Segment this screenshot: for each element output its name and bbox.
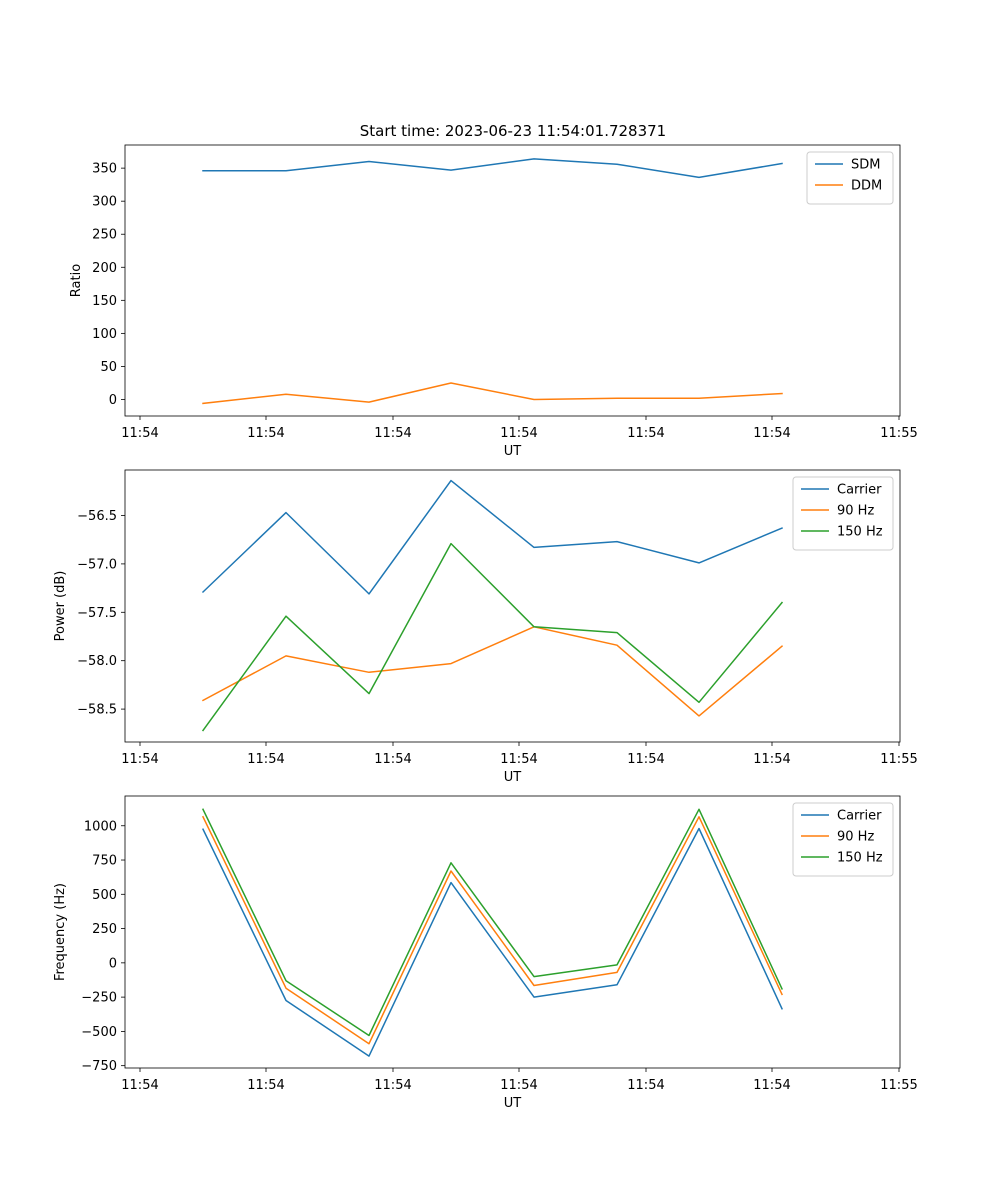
series-line-carrier — [201, 479, 783, 595]
x-tick-label: 11:54 — [753, 426, 790, 441]
x-tick-label: 11:55 — [880, 1078, 917, 1093]
legend-label: 90 Hz — [837, 504, 874, 519]
x-tick-label: 11:54 — [121, 752, 158, 767]
legend-label: 90 Hz — [837, 830, 874, 845]
x-axis-label: UT — [504, 770, 522, 785]
x-tick-label: 11:54 — [627, 752, 664, 767]
series-line-ddm — [202, 382, 783, 405]
series-line-150-hz — [201, 542, 784, 732]
series-line-90-hz — [201, 815, 783, 1045]
y-tick-label: −58.5 — [77, 703, 117, 718]
y-tick-label: 300 — [92, 195, 117, 210]
legend-box — [806, 151, 894, 205]
x-tick-label: 11:54 — [121, 426, 158, 441]
legend-label: SDM — [851, 158, 880, 173]
figure-title: Start time: 2023-06-23 11:54:01.728371 — [360, 122, 666, 140]
y-tick-label: 150 — [92, 294, 117, 309]
x-tick-label: 11:54 — [374, 752, 411, 767]
legend: SDM DDM — [806, 151, 894, 205]
legend-label: DDM — [851, 179, 882, 194]
legend-label: 150 Hz — [837, 525, 883, 540]
x-tick-label: 11:54 — [500, 426, 537, 441]
x-tick-label: 11:54 — [753, 752, 790, 767]
y-tick-label: 100 — [92, 327, 117, 342]
y-tick-label: −57.0 — [77, 557, 117, 572]
y-tick-label: 1000 — [84, 819, 117, 834]
legend-label: 150 Hz — [837, 851, 883, 866]
y-tick-label: 500 — [92, 888, 117, 903]
x-tick-label: 11:54 — [247, 426, 284, 441]
y-axis-label: Power (dB) — [53, 571, 68, 642]
y-tick-label: 750 — [92, 854, 117, 869]
legend-label: Carrier — [837, 483, 882, 498]
y-tick-label: −750 — [81, 1059, 117, 1074]
series-line-90-hz — [201, 626, 784, 717]
y-tick-label: 0 — [109, 956, 117, 971]
x-tick-label: 11:55 — [880, 426, 917, 441]
x-tick-label: 11:54 — [374, 1078, 411, 1093]
x-tick-label: 11:54 — [627, 426, 664, 441]
plot-frame — [124, 144, 901, 417]
y-tick-label: −57.5 — [77, 606, 117, 621]
y-tick-label: −58.0 — [77, 654, 117, 669]
y-tick-label: 250 — [92, 228, 117, 243]
legend: Carrier 90 Hz 150 Hz — [792, 476, 894, 551]
y-axis-label: Ratio — [69, 264, 84, 297]
series-line-sdm — [202, 158, 783, 179]
x-axis-label: UT — [504, 1096, 522, 1111]
series-line-150-hz — [201, 808, 783, 1037]
x-tick-label: 11:54 — [121, 1078, 158, 1093]
x-tick-label: 11:54 — [753, 1078, 790, 1093]
y-tick-label: 250 — [92, 922, 117, 937]
x-tick-label: 11:54 — [500, 1078, 537, 1093]
y-tick-label: 200 — [92, 261, 117, 276]
y-tick-label: −500 — [81, 1025, 117, 1040]
x-tick-label: 11:55 — [880, 752, 917, 767]
plot-frame — [124, 795, 901, 1069]
x-tick-label: 11:54 — [247, 1078, 284, 1093]
y-tick-label: 50 — [100, 360, 117, 375]
y-tick-label: −56.5 — [77, 509, 117, 524]
chart-panel-2: 11:54 11:54 11:54 11:54 11:54 11:54 11:55 −58.5… — [53, 469, 918, 785]
x-tick-label: 11:54 — [500, 752, 537, 767]
y-tick-label: 0 — [109, 393, 117, 408]
legend: Carrier 90 Hz 150 Hz — [792, 802, 894, 877]
series-line-carrier — [201, 827, 783, 1057]
chart-panel-3: 11:54 11:54 11:54 11:54 11:54 11:54 11:55 −750 −… — [53, 795, 918, 1111]
x-tick-label: 11:54 — [627, 1078, 664, 1093]
x-tick-label: 11:54 — [247, 752, 284, 767]
x-axis-label: UT — [504, 444, 522, 459]
legend-label: Carrier — [837, 809, 882, 824]
y-tick-label: −250 — [81, 991, 117, 1006]
y-tick-label: 350 — [92, 162, 117, 177]
y-axis-label: Frequency (Hz) — [53, 883, 68, 981]
chart-panel-1: 11:54 11:54 11:54 11:54 11:54 11:54 11:55 0 50 10… — [69, 144, 918, 459]
plot-frame — [124, 469, 901, 743]
x-tick-label: 11:54 — [374, 426, 411, 441]
